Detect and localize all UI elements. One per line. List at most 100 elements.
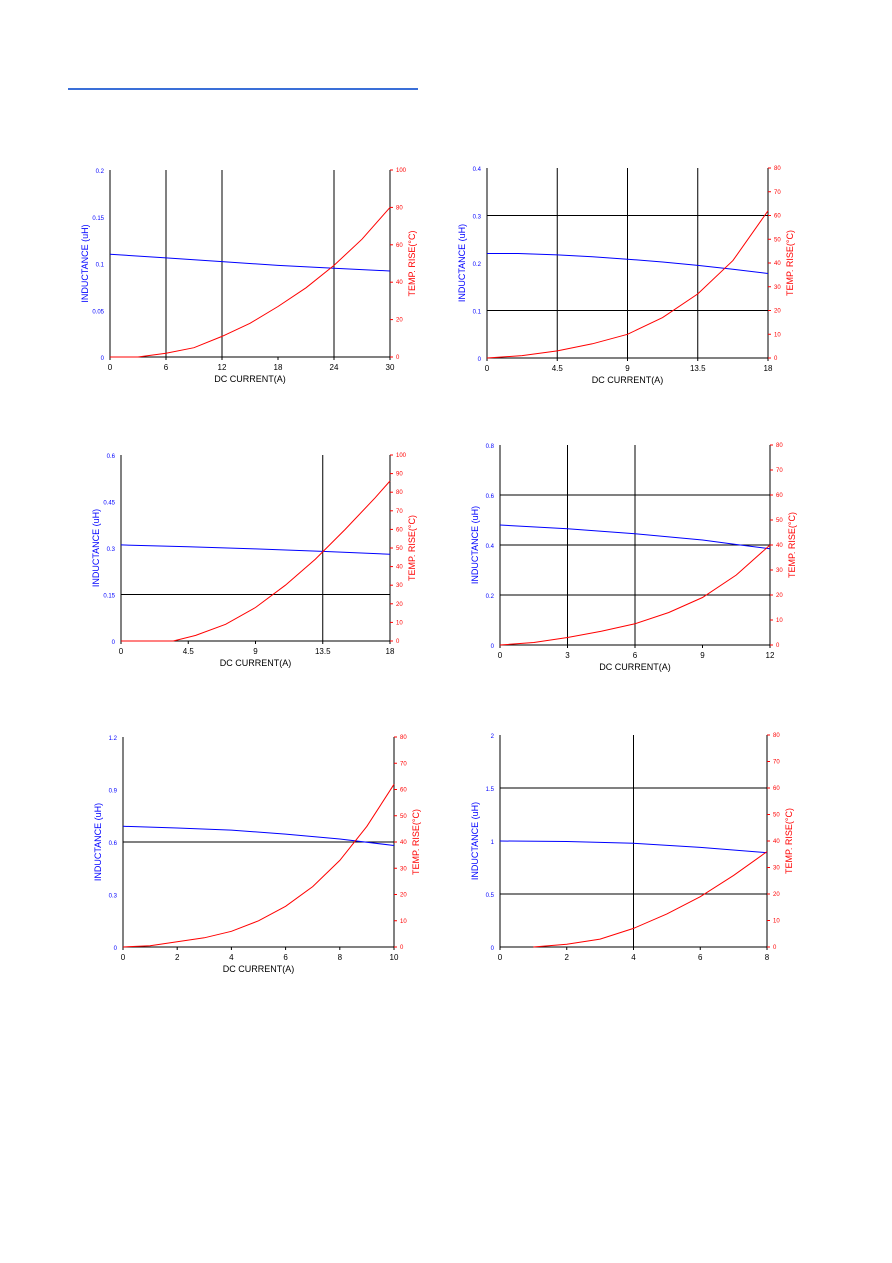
y-left-axis-label: INDUCTANCE (uH)	[470, 802, 480, 880]
chart-2: 0 4.5 9 13.5 1800.10.20.30.40102030405060708…	[457, 166, 795, 385]
y-right-tick-label: 100	[396, 453, 407, 459]
y-right-tick-label: 80	[396, 490, 403, 496]
y-right-tick-label: 90	[396, 472, 403, 478]
x-tick-label: 4	[229, 953, 234, 962]
y-right-tick-label: 0	[396, 639, 400, 645]
y-right-tick-label: 50	[773, 813, 780, 819]
y-left-tick-label: 0.4	[486, 544, 495, 550]
y-right-tick-label: 20	[773, 892, 780, 898]
y-left-axis-label: INDUCTANCE (uH)	[91, 509, 101, 587]
y-left-tick-label: 0.1	[96, 263, 105, 269]
y-left-tick-label: 2	[491, 734, 495, 740]
y-left-tick-label: 1.5	[486, 787, 495, 793]
y-right-tick-label: 10	[774, 332, 781, 338]
y-right-tick-label: 20	[776, 593, 783, 599]
y-left-tick-label: 0.05	[92, 309, 104, 315]
x-tick-label: 0	[498, 953, 503, 962]
y-right-tick-label: 60	[400, 788, 407, 794]
y-left-tick-label: 0.2	[486, 594, 495, 600]
y-right-tick-label: 50	[774, 237, 781, 243]
y-right-tick-label: 40	[774, 261, 781, 267]
y-right-tick-label: 20	[396, 318, 403, 324]
y-right-tick-label: 30	[400, 866, 407, 872]
y-left-tick-label: 0	[112, 640, 116, 646]
x-tick-label: 6	[283, 953, 288, 962]
y-right-tick-label: 0	[400, 945, 404, 951]
y-right-tick-label: 50	[776, 518, 783, 524]
y-right-tick-label: 80	[774, 166, 781, 172]
x-tick-label: 6	[633, 651, 638, 660]
y-left-tick-label: 0.6	[109, 841, 118, 847]
x-tick-label: 0	[119, 647, 124, 656]
y-right-axis-label: TEMP. RISE(°C)	[407, 231, 417, 297]
y-right-tick-label: 70	[774, 190, 781, 196]
y-right-tick-label: 60	[396, 527, 403, 533]
y-left-tick-label: 0.3	[107, 547, 116, 553]
y-right-tick-label: 0	[396, 355, 400, 361]
y-left-tick-label: 0	[491, 644, 495, 650]
y-left-axis-label: INDUCTANCE (uH)	[457, 224, 467, 302]
y-left-tick-label: 0.4	[473, 167, 482, 173]
x-tick-label: 18	[386, 647, 395, 656]
y-left-tick-label: 0.2	[96, 169, 105, 175]
x-tick-label: 2	[175, 953, 180, 962]
y-right-tick-label: 10	[776, 618, 783, 624]
y-right-tick-label: 80	[400, 735, 407, 741]
x-tick-label: 6	[164, 363, 169, 372]
y-right-tick-label: 70	[773, 760, 780, 766]
x-tick-label: 9	[253, 647, 258, 656]
y-left-tick-label: 0.6	[486, 494, 495, 500]
x-tick-label: 3	[565, 651, 570, 660]
x-tick-label: 6	[698, 953, 703, 962]
x-axis-label: DC CURRENT(A)	[592, 375, 664, 385]
y-left-tick-label: 0.1	[473, 310, 482, 316]
temp-rise-curve	[110, 207, 391, 358]
y-left-tick-label: 0.3	[473, 215, 482, 221]
temp-rise-curve	[121, 480, 391, 642]
x-tick-label: 0	[498, 651, 503, 660]
inductance-curve	[499, 840, 768, 854]
x-tick-label: 18	[274, 363, 283, 372]
y-left-tick-label: 0	[114, 946, 118, 952]
y-left-tick-label: 0.5	[486, 893, 495, 899]
x-tick-label: 13.5	[315, 647, 331, 656]
y-right-tick-label: 60	[773, 786, 780, 792]
y-right-tick-label: 80	[396, 205, 403, 211]
chart-3: 0 4.5 9 13.5 1800.150.30.450.601020304050607…	[91, 453, 417, 668]
y-right-tick-label: 40	[400, 840, 407, 846]
y-left-tick-label: 1	[491, 840, 495, 846]
y-right-axis-label: TEMP. RISE(°C)	[785, 230, 795, 296]
temp-rise-curve	[486, 210, 769, 359]
y-right-tick-label: 70	[400, 761, 407, 767]
y-right-axis-label: TEMP. RISE(°C)	[411, 809, 421, 875]
y-left-axis-label: INDUCTANCE (uH)	[80, 224, 90, 302]
inductance-curve	[499, 524, 771, 550]
y-left-tick-label: 0.2	[473, 262, 482, 268]
x-tick-label: 8	[765, 953, 770, 962]
y-right-tick-label: 10	[773, 919, 780, 925]
temp-rise-curve	[533, 851, 768, 948]
y-right-tick-label: 30	[774, 285, 781, 291]
y-right-tick-label: 0	[776, 643, 780, 649]
y-right-tick-label: 40	[773, 839, 780, 845]
x-tick-label: 24	[330, 363, 339, 372]
y-right-tick-label: 40	[776, 543, 783, 549]
x-tick-label: 9	[700, 651, 705, 660]
y-left-tick-label: 0.8	[486, 444, 495, 450]
y-right-tick-label: 50	[396, 546, 403, 552]
y-right-axis-label: TEMP. RISE(°C)	[784, 808, 794, 874]
y-left-axis-label: INDUCTANCE (uH)	[93, 803, 103, 881]
y-right-tick-label: 20	[400, 893, 407, 899]
x-tick-label: 4.5	[183, 647, 195, 656]
y-right-tick-label: 10	[396, 620, 403, 626]
x-tick-label: 12	[218, 363, 227, 372]
y-right-tick-label: 10	[400, 919, 407, 925]
y-right-tick-label: 70	[776, 468, 783, 474]
y-right-axis-label: TEMP. RISE(°C)	[407, 515, 417, 581]
y-right-tick-label: 60	[774, 214, 781, 220]
y-left-tick-label: 0	[101, 356, 105, 362]
y-left-tick-label: 0.45	[103, 501, 115, 507]
x-tick-label: 0	[108, 363, 113, 372]
x-tick-label: 0	[121, 953, 126, 962]
